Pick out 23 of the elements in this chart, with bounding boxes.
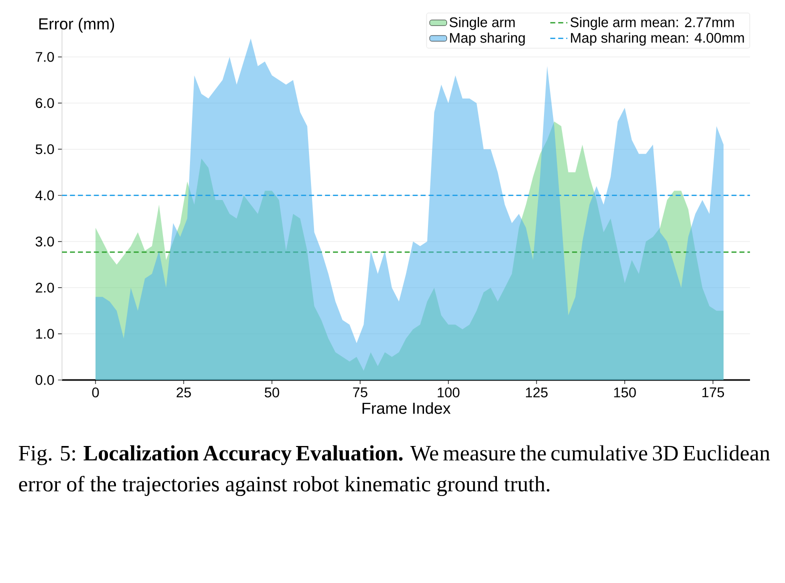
- x-tick-label: 125: [526, 388, 548, 398]
- x-tick-label: 50: [264, 388, 280, 398]
- y-tick-label: 2.0: [36, 282, 54, 293]
- legend-label: Map sharing: [450, 32, 525, 46]
- legend-label: Single arm: [450, 16, 515, 30]
- y-tick-label: 3.0: [36, 236, 54, 246]
- y-tick-label: 7.0: [36, 52, 54, 62]
- y-tick-label: 0.0: [36, 375, 54, 385]
- x-tick-label: 0: [92, 388, 99, 398]
- legend-label: Single arm mean: 2.77mm: [570, 16, 734, 30]
- legend-label: Map sharing mean: 4.00mm: [571, 32, 744, 46]
- y-tick-label: 6.0: [36, 98, 54, 108]
- x-tick-label: 175: [702, 388, 724, 398]
- y-tick-label: 4.0: [35, 190, 54, 200]
- y-axis-title: Error (mm): [39, 18, 114, 33]
- x-tick-label: 150: [614, 388, 636, 398]
- x-tick-label: 25: [176, 388, 191, 398]
- y-tick-label: 5.0: [36, 144, 54, 154]
- x-tick-label: 75: [353, 388, 368, 398]
- x-tick-label: 100: [438, 388, 460, 398]
- y-tick-label: 1.0: [36, 328, 54, 339]
- caption: Fig. 5: Localization Accuracy Evaluation. We measure the cumulative 3D Euclidean error of the trajectories against robot kinematic ground truth.: [18, 445, 770, 496]
- x-axis-title: Frame Index: [362, 402, 451, 414]
